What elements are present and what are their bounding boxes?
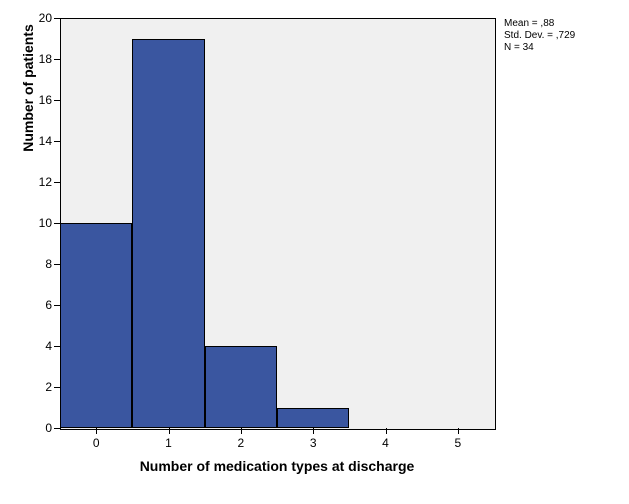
stats-box: Mean = ,88 Std. Dev. = ,729 N = 34: [504, 18, 575, 54]
x-tick-label: 3: [310, 436, 317, 450]
x-tick-label: 4: [382, 436, 389, 450]
x-tick: [458, 428, 459, 434]
x-tick-label: 1: [165, 436, 172, 450]
y-axis-label: Number of patients: [20, 0, 36, 293]
x-tick: [313, 428, 314, 434]
y-tick: [54, 305, 60, 306]
x-tick: [386, 428, 387, 434]
y-tick: [54, 264, 60, 265]
x-tick: [241, 428, 242, 434]
y-tick-label: 4: [32, 339, 52, 353]
stats-std: Std. Dev. = ,729: [504, 30, 575, 42]
histogram-bar: [277, 408, 349, 429]
x-axis-label: Number of medication types at discharge: [60, 458, 494, 474]
histogram-bar: [205, 346, 277, 428]
x-tick: [96, 428, 97, 434]
x-tick-label: 0: [93, 436, 100, 450]
y-tick: [54, 18, 60, 19]
y-tick: [54, 428, 60, 429]
y-tick-label: 6: [32, 298, 52, 312]
stats-mean: Mean = ,88: [504, 18, 575, 30]
y-tick: [54, 387, 60, 388]
y-tick-label: 0: [32, 421, 52, 435]
y-tick: [54, 346, 60, 347]
y-tick: [54, 141, 60, 142]
stats-n: N = 34: [504, 42, 575, 54]
y-tick: [54, 59, 60, 60]
histogram-bar: [132, 39, 204, 429]
x-tick-label: 2: [237, 436, 244, 450]
y-tick: [54, 182, 60, 183]
x-tick: [169, 428, 170, 434]
chart-canvas: 012345 02468101214161820 Number of medic…: [0, 0, 629, 504]
histogram-bar: [60, 223, 132, 428]
y-tick: [54, 100, 60, 101]
x-tick-label: 5: [454, 436, 461, 450]
y-tick-label: 2: [32, 380, 52, 394]
y-tick: [54, 223, 60, 224]
